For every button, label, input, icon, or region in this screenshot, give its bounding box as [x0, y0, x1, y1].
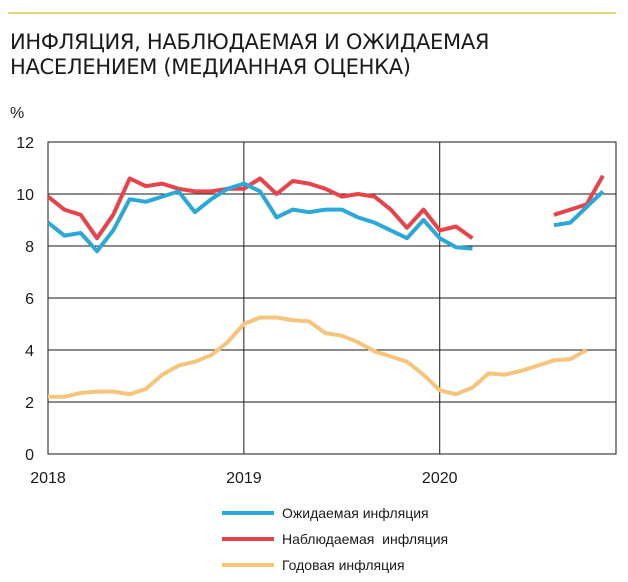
y-axis-unit-label: %	[10, 105, 24, 122]
grid	[47, 141, 616, 455]
y-tick-label: 4	[25, 343, 34, 360]
x-tick-label: 2018	[30, 470, 66, 487]
top-accent-rule	[8, 12, 616, 14]
legend-label-2: Годовая инфляция	[282, 557, 405, 573]
series-line-1	[46, 174, 605, 241]
x-tick-label: 2019	[226, 470, 262, 487]
y-tick-label: 6	[25, 291, 34, 308]
chart-title-line-2: НАСЕЛЕНИЕМ (МЕДИАННАЯ ОЦЕНКА)	[10, 55, 411, 79]
series-lines	[46, 174, 605, 399]
chart-title-line-1: ИНФЛЯЦИЯ, НАБЛЮДАЕМАЯ И ОЖИДАЕМАЯ	[10, 30, 490, 54]
y-tick-label: 8	[25, 239, 34, 256]
series-line-2	[48, 315, 588, 399]
legend-label-0: Ожидаемая инфляция	[282, 505, 429, 521]
y-tick-label: 0	[25, 447, 34, 464]
series-line-0	[46, 181, 605, 254]
y-tick-label: 2	[25, 395, 34, 412]
chart-title: ИНФЛЯЦИЯ, НАБЛЮДАЕМАЯ И ОЖИДАЕМАЯ НАСЕЛЕ…	[10, 30, 610, 80]
y-axis-ticks: 0 2 4 6 8 10 12	[16, 135, 34, 464]
x-axis-ticks: 2018 2019 2020	[30, 470, 457, 487]
plot-frame	[47, 141, 617, 455]
x-tick-label: 2020	[422, 470, 458, 487]
legend-label-1: Наблюдаемая инфляция	[282, 531, 448, 547]
legend: Ожидаемая инфляция Наблюдаемая инфляция Го…	[222, 505, 448, 573]
y-tick-label: 12	[16, 135, 34, 152]
y-tick-label: 10	[16, 187, 34, 204]
